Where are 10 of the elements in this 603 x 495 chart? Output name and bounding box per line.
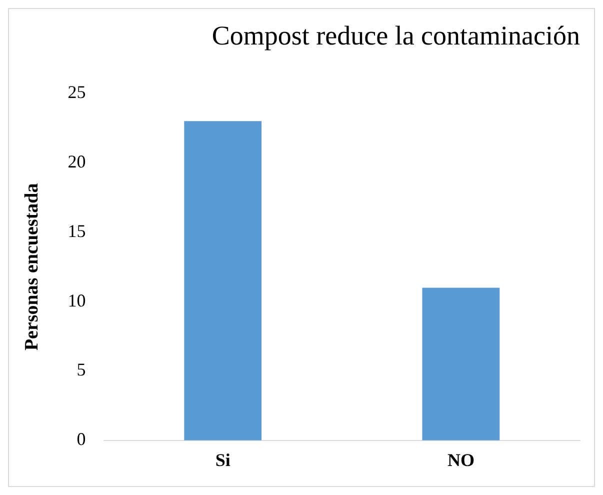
y-tick-label: 5 <box>76 360 86 380</box>
y-tick-label: 0 <box>76 429 86 450</box>
x-tick-label: NO <box>447 450 474 470</box>
y-axis-title: Personas encuestada <box>21 182 42 351</box>
y-tick-label: 20 <box>68 152 86 172</box>
y-tick-label: 25 <box>68 82 86 102</box>
x-tick-label: Si <box>215 450 230 470</box>
chart-title: Compost reduce la contaminación <box>212 20 580 50</box>
y-tick-label: 10 <box>68 290 86 310</box>
y-tick-label: 15 <box>68 220 86 241</box>
